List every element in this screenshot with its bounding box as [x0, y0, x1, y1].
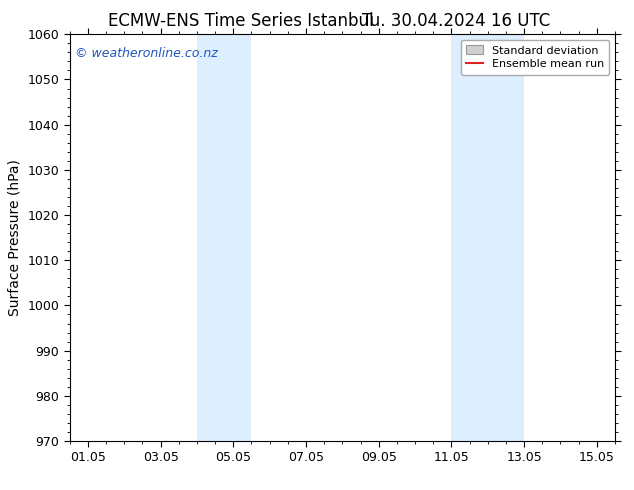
Text: ECMW-ENS Time Series Istanbul: ECMW-ENS Time Series Istanbul: [108, 12, 373, 30]
Text: Tu. 30.04.2024 16 UTC: Tu. 30.04.2024 16 UTC: [363, 12, 550, 30]
Bar: [451, 34, 524, 441]
Bar: [197, 34, 252, 441]
Y-axis label: Surface Pressure (hPa): Surface Pressure (hPa): [8, 159, 22, 316]
Text: © weatheronline.co.nz: © weatheronline.co.nz: [75, 47, 218, 59]
Legend: Standard deviation, Ensemble mean run: Standard deviation, Ensemble mean run: [460, 40, 609, 74]
